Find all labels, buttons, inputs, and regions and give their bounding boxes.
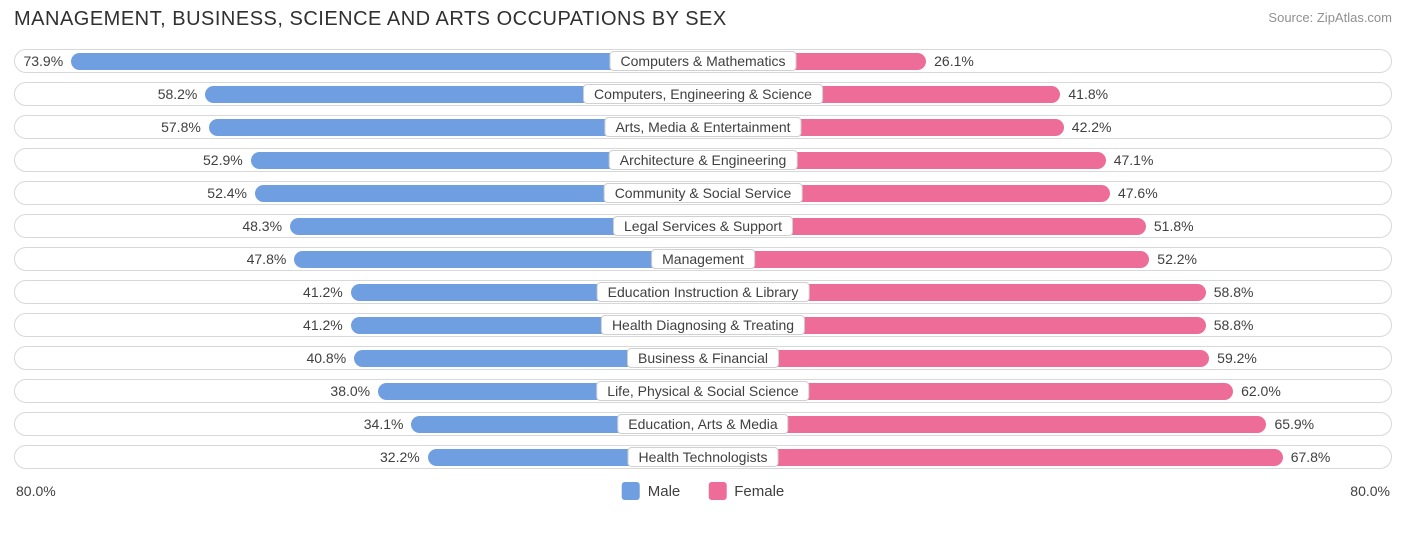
category-label: Business & Financial <box>627 348 779 368</box>
female-value-label: 41.8% <box>1068 86 1108 102</box>
chart-row: 41.2% 58.8% Health Diagnosing & Treating <box>14 313 1392 337</box>
category-label: Computers, Engineering & Science <box>583 84 823 104</box>
female-value-label: 58.8% <box>1214 317 1254 333</box>
chart-container: MANAGEMENT, BUSINESS, SCIENCE AND ARTS O… <box>0 0 1406 559</box>
category-label: Health Diagnosing & Treating <box>601 315 805 335</box>
axis-left-label: 80.0% <box>14 483 56 499</box>
male-value-label: 38.0% <box>330 383 370 399</box>
female-half: 65.9% <box>703 416 1387 433</box>
female-bar <box>703 449 1283 466</box>
chart-header: MANAGEMENT, BUSINESS, SCIENCE AND ARTS O… <box>14 8 1392 31</box>
chart-row: 41.2% 58.8% Education Instruction & Librar… <box>14 280 1392 304</box>
male-value-label: 41.2% <box>303 284 343 300</box>
female-half: 26.1% <box>703 53 1387 70</box>
female-half: 47.1% <box>703 152 1387 169</box>
chart-row: 58.2% 41.8% Computers, Engineering & Scien… <box>14 82 1392 106</box>
female-half: 51.8% <box>703 218 1387 235</box>
male-half: 57.8% <box>19 119 703 136</box>
female-value-label: 51.8% <box>1154 218 1194 234</box>
chart-row: 52.4% 47.6% Community & Social Service <box>14 181 1392 205</box>
female-half: 67.8% <box>703 449 1387 466</box>
male-half: 48.3% <box>19 218 703 235</box>
female-value-label: 58.8% <box>1214 284 1254 300</box>
category-label: Education Instruction & Library <box>597 282 810 302</box>
female-half: 52.2% <box>703 251 1387 268</box>
chart-row: 40.8% 59.2% Business & Financial <box>14 346 1392 370</box>
male-value-label: 32.2% <box>380 449 420 465</box>
chart-row: 47.8% 52.2% Management <box>14 247 1392 271</box>
male-value-label: 52.9% <box>203 152 243 168</box>
chart-footer: 80.0% Male Female 80.0% <box>14 483 1392 499</box>
male-bar <box>71 53 703 70</box>
male-value-label: 57.8% <box>161 119 201 135</box>
male-value-label: 41.2% <box>303 317 343 333</box>
category-label: Education, Arts & Media <box>617 414 788 434</box>
male-half: 47.8% <box>19 251 703 268</box>
female-value-label: 52.2% <box>1157 251 1197 267</box>
source-label: Source: <box>1268 10 1313 25</box>
category-label: Life, Physical & Social Science <box>596 381 809 401</box>
female-value-label: 65.9% <box>1274 416 1314 432</box>
legend-male: Male <box>622 482 681 500</box>
male-value-label: 34.1% <box>364 416 404 432</box>
swatch-female <box>708 482 726 500</box>
chart-row: 57.8% 42.2% Arts, Media & Entertainment <box>14 115 1392 139</box>
legend-male-label: Male <box>648 483 681 500</box>
chart-row: 34.1% 65.9% Education, Arts & Media <box>14 412 1392 436</box>
male-value-label: 48.3% <box>242 218 282 234</box>
female-value-label: 26.1% <box>934 53 974 69</box>
category-label: Arts, Media & Entertainment <box>604 117 801 137</box>
swatch-male <box>622 482 640 500</box>
chart-rows: 73.9% 26.1% Computers & Mathematics 58.2% 41… <box>14 49 1392 469</box>
chart-source: Source: ZipAtlas.com <box>1268 8 1392 25</box>
male-value-label: 40.8% <box>306 350 346 366</box>
male-half: 34.1% <box>19 416 703 433</box>
male-value-label: 47.8% <box>247 251 287 267</box>
male-value-label: 58.2% <box>158 86 198 102</box>
chart-row: 48.3% 51.8% Legal Services & Support <box>14 214 1392 238</box>
chart-row: 52.9% 47.1% Architecture & Engineering <box>14 148 1392 172</box>
category-label: Legal Services & Support <box>613 216 793 236</box>
female-half: 59.2% <box>703 350 1387 367</box>
category-label: Computers & Mathematics <box>610 51 797 71</box>
category-label: Management <box>651 249 755 269</box>
category-label: Architecture & Engineering <box>609 150 798 170</box>
male-half: 40.8% <box>19 350 703 367</box>
male-bar <box>294 251 703 268</box>
chart-row: 73.9% 26.1% Computers & Mathematics <box>14 49 1392 73</box>
female-value-label: 47.6% <box>1118 185 1158 201</box>
female-value-label: 67.8% <box>1291 449 1331 465</box>
legend-female: Female <box>708 482 784 500</box>
category-label: Community & Social Service <box>604 183 803 203</box>
female-value-label: 62.0% <box>1241 383 1281 399</box>
female-half: 58.8% <box>703 317 1387 334</box>
chart-legend: Male Female <box>622 482 785 500</box>
male-half: 52.4% <box>19 185 703 202</box>
male-value-label: 52.4% <box>207 185 247 201</box>
male-half: 32.2% <box>19 449 703 466</box>
axis-right-label: 80.0% <box>1350 483 1392 499</box>
female-value-label: 42.2% <box>1072 119 1112 135</box>
female-value-label: 59.2% <box>1217 350 1257 366</box>
chart-title: MANAGEMENT, BUSINESS, SCIENCE AND ARTS O… <box>14 8 727 31</box>
female-half: 42.2% <box>703 119 1387 136</box>
category-label: Health Technologists <box>628 447 779 467</box>
male-half: 73.9% <box>19 53 703 70</box>
chart-row: 38.0% 62.0% Life, Physical & Social Scienc… <box>14 379 1392 403</box>
female-bar <box>703 251 1149 268</box>
legend-female-label: Female <box>734 483 784 500</box>
male-value-label: 73.9% <box>23 53 63 69</box>
male-half: 52.9% <box>19 152 703 169</box>
chart-row: 32.2% 67.8% Health Technologists <box>14 445 1392 469</box>
source-name: ZipAtlas.com <box>1317 10 1392 25</box>
female-half: 47.6% <box>703 185 1387 202</box>
female-value-label: 47.1% <box>1114 152 1154 168</box>
